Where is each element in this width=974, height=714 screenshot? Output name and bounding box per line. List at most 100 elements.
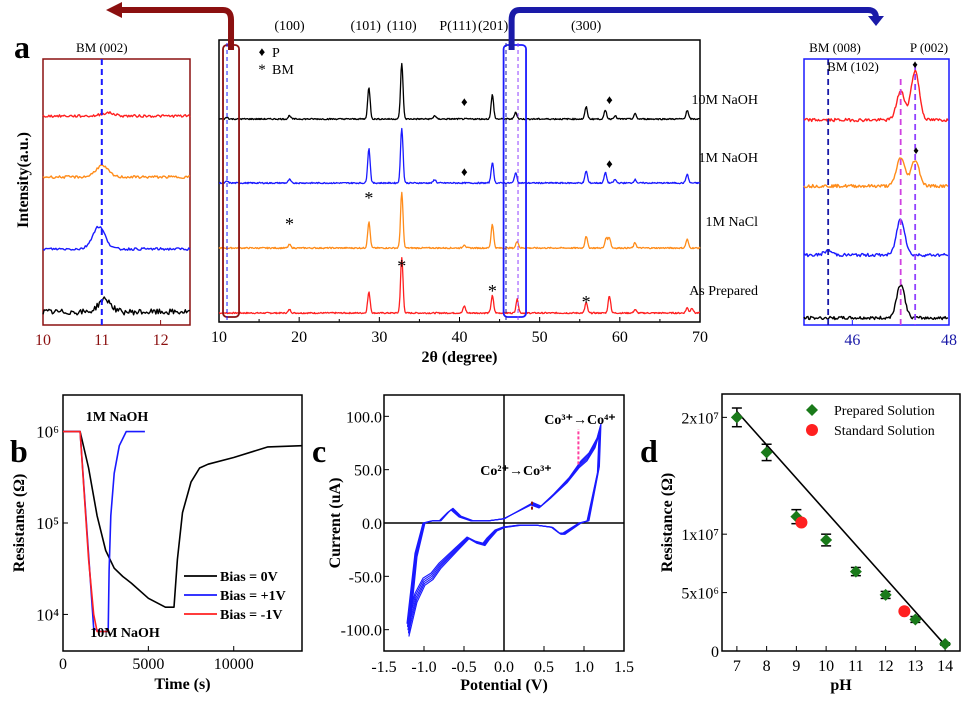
p-diamond-marker: ♦ <box>461 164 468 179</box>
x-tick-label: 0.0 <box>494 659 514 676</box>
y-tick-label: 10⁴ <box>36 605 59 624</box>
xrd-series-1m-naoh <box>218 191 701 250</box>
x-tick-label: -1.0 <box>411 659 436 676</box>
annotation-p002: P (002) <box>910 40 948 55</box>
y-tick-label: -100.0 <box>341 623 382 640</box>
data-point-standard <box>795 516 808 529</box>
y-tick-label: 0 <box>711 644 719 661</box>
hkl-label: (300) <box>571 19 602 34</box>
x-axis-label: pH <box>830 677 852 694</box>
series-Bias1V <box>63 430 145 633</box>
x-tick-label: 50 <box>532 329 548 346</box>
legend-label: Standard Solution <box>834 424 935 439</box>
data-point-prepared <box>849 565 862 578</box>
y-tick-label: 100.0 <box>346 409 382 426</box>
xrd-series-1m-nacl <box>218 127 701 185</box>
y-axis-label: Intensity(a.u.) <box>15 132 32 228</box>
x-tick-label: 1.5 <box>614 659 634 676</box>
x-axis-label: Potential (V) <box>460 677 548 694</box>
annotation-bm002: BM (002) <box>76 40 128 55</box>
data-point-prepared <box>820 534 833 547</box>
x-tick-label: 40 <box>452 329 468 346</box>
series-label: 1M NaCl <box>706 215 759 230</box>
p-diamond-marker: ♦ <box>606 92 613 107</box>
inset-right-series <box>803 157 949 189</box>
legend-label: Bias = +1V <box>220 589 286 604</box>
x-tick-label: 11 <box>848 658 863 675</box>
bm-asterisk-marker: * <box>364 188 373 208</box>
y-tick-label: 50.0 <box>354 463 382 480</box>
x-tick-label: 9 <box>792 658 800 675</box>
arrowhead-right <box>868 16 884 26</box>
p-diamond-marker: ♦ <box>912 59 918 71</box>
arrow-to-left-inset <box>120 7 235 50</box>
series-label: 10M NaOH <box>692 93 759 108</box>
series-label: As Prepared <box>689 284 758 299</box>
p-diamond-marker: ♦ <box>913 145 919 157</box>
y-tick-label: 10⁶ <box>36 423 59 442</box>
series-Bias1V <box>63 430 110 633</box>
x-tick-label: -0.5 <box>451 659 476 676</box>
y-tick-label: 10⁵ <box>36 514 59 533</box>
y-tick-label: 2x10⁷ <box>681 410 719 427</box>
x-axis-label: 2θ (degree) <box>421 349 497 366</box>
xrd-series-10m-naoh <box>218 257 701 315</box>
inset-right-frame <box>803 58 950 326</box>
data-point-prepared <box>730 411 743 424</box>
x-tick-label: 1.0 <box>574 659 594 676</box>
bm-asterisk-marker: * <box>582 292 591 312</box>
bm-asterisk-marker: * <box>397 256 406 276</box>
x-tick-label: 14 <box>937 658 953 675</box>
data-point-standard <box>898 605 911 618</box>
y-tick-label: 5x10⁶ <box>681 586 719 603</box>
x-tick-label: 46 <box>844 332 860 349</box>
x-tick-label: 7 <box>733 658 741 675</box>
cv-cycle <box>408 422 602 637</box>
x-tick-label: 0 <box>59 656 67 673</box>
annotation-bm102: BM (102) <box>827 59 879 74</box>
annotation-co3-co4: Co³⁺→Co⁴⁺ <box>544 413 615 428</box>
hkl-label: (201) <box>478 19 509 34</box>
x-tick-label: 10 <box>818 658 834 675</box>
inset-right-series <box>803 218 949 258</box>
x-tick-label: 60 <box>612 329 628 346</box>
legend-label: BM <box>272 63 294 78</box>
x-tick-label: -1.5 <box>371 659 396 676</box>
inset-left-series <box>42 111 191 118</box>
hkl-label: (100) <box>274 19 305 34</box>
y-axis-label: Resistanse (Ω) <box>11 474 28 573</box>
legend-label: Bias = 0V <box>220 570 278 585</box>
series-Bias0V <box>63 430 303 608</box>
inset-left-frame <box>42 58 191 326</box>
x-tick-label: 8 <box>763 658 771 675</box>
legend-label: P <box>272 46 280 61</box>
legend-circle-icon <box>806 424 818 436</box>
p-diamond-marker: ♦ <box>461 94 468 109</box>
x-tick-label: 13 <box>907 658 923 675</box>
panel-label-a: a <box>14 29 30 65</box>
x-tick-label: 12 <box>153 332 169 349</box>
annotation-1m-naoh: 1M NaOH <box>86 410 149 425</box>
y-tick-label: 1x10⁷ <box>681 527 719 544</box>
x-tick-label: 11 <box>94 332 109 349</box>
legend-label: Prepared Solution <box>834 404 935 419</box>
x-tick-label: 5000 <box>132 656 164 673</box>
arrowhead-left <box>106 2 122 18</box>
inset-right-series <box>803 284 949 321</box>
panel-label-b: b <box>10 433 28 469</box>
x-tick-label: 70 <box>692 329 708 346</box>
fit-line <box>736 410 946 646</box>
panel-label-d: d <box>640 433 658 469</box>
data-point-prepared <box>939 637 952 650</box>
annotation-bm008: BM (008) <box>809 40 861 55</box>
x-tick-label: 12 <box>878 658 894 675</box>
legend-label: Bias = -1V <box>220 608 282 623</box>
data-point-prepared <box>760 446 773 459</box>
bm-asterisk-marker: * <box>285 214 294 234</box>
data-point-prepared <box>909 613 922 626</box>
inset-left-series <box>42 225 191 251</box>
inset-left-series <box>42 164 191 179</box>
x-tick-label: 48 <box>941 332 957 349</box>
hkl-label: (110) <box>387 19 417 34</box>
